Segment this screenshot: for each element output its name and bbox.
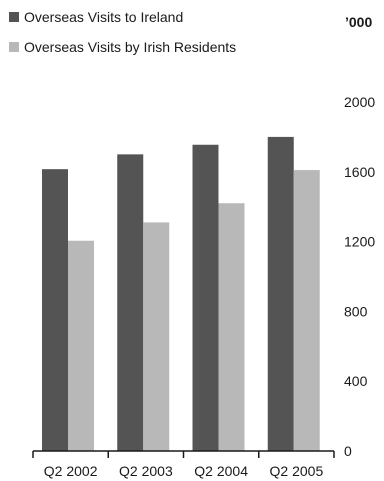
- bar-overseas-visits-by-irish-residents-q2-2002: [68, 240, 94, 451]
- legend-label-visits-by-irish-residents: Overseas Visits by Irish Residents: [24, 39, 237, 55]
- y-tick-label-1200: 1200: [344, 234, 375, 250]
- bar-overseas-visits-by-irish-residents-q2-2005: [293, 170, 320, 451]
- legend-item-visits-by-irish-residents: Overseas Visits by Irish Residents: [9, 39, 236, 55]
- y-axis-unit-label: ’000: [345, 14, 373, 30]
- x-tick-label-q2-2004: Q2 2004: [194, 463, 248, 479]
- bar-overseas-visits-to-ireland-q2-2002: [42, 169, 68, 451]
- bar-overseas-visits-to-ireland-q2-2004: [192, 144, 219, 451]
- bar-overseas-visits-to-ireland-q2-2005: [267, 136, 294, 451]
- legend-swatch-visits-by-irish-residents: [9, 42, 19, 52]
- legend-swatch-visits-to-ireland: [9, 12, 19, 22]
- y-tick-label-800: 800: [344, 303, 368, 319]
- x-tick-label-q2-2002: Q2 2002: [44, 463, 98, 479]
- y-tick-label-400: 400: [344, 373, 368, 389]
- y-tick-label-1600: 1600: [344, 164, 375, 180]
- x-tick-label-q2-2005: Q2 2005: [270, 463, 324, 479]
- legend-label-visits-to-ireland: Overseas Visits to Ireland: [24, 9, 184, 25]
- bar-overseas-visits-by-irish-residents-q2-2004: [218, 203, 245, 451]
- y-tick-label-2000: 2000: [344, 94, 375, 110]
- bar-overseas-visits-by-irish-residents-q2-2003: [143, 222, 170, 451]
- x-tick-label-q2-2003: Q2 2003: [119, 463, 173, 479]
- legend-item-visits-to-ireland: Overseas Visits to Ireland: [9, 9, 183, 25]
- y-tick-label-0: 0: [344, 443, 352, 459]
- bar-overseas-visits-to-ireland-q2-2003: [117, 154, 144, 451]
